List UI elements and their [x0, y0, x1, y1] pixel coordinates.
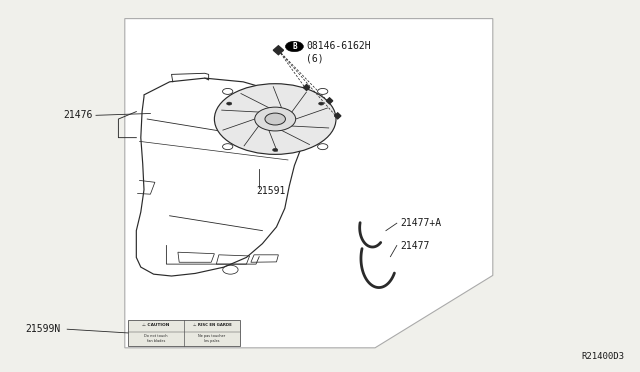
Circle shape: [223, 89, 233, 94]
Text: 21599N: 21599N: [26, 324, 61, 334]
Circle shape: [265, 113, 285, 125]
Text: ⚠ RISC EN GARDE: ⚠ RISC EN GARDE: [193, 323, 232, 327]
Circle shape: [319, 102, 324, 105]
Circle shape: [285, 41, 303, 52]
Polygon shape: [335, 113, 341, 119]
Circle shape: [273, 148, 278, 151]
Polygon shape: [273, 46, 284, 55]
Text: Ne pas toucher
les pales: Ne pas toucher les pales: [198, 334, 225, 343]
Text: B: B: [292, 42, 297, 51]
Polygon shape: [125, 19, 493, 348]
Text: R21400D3: R21400D3: [581, 352, 624, 361]
Text: 21477: 21477: [400, 241, 429, 250]
Text: 21476: 21476: [63, 110, 93, 120]
Text: (6): (6): [306, 54, 324, 63]
Bar: [128, 320, 240, 346]
Polygon shape: [326, 98, 333, 104]
Circle shape: [214, 84, 336, 154]
Text: 21591: 21591: [256, 186, 285, 196]
Polygon shape: [303, 84, 310, 90]
Text: Do not touch
fan blades: Do not touch fan blades: [144, 334, 168, 343]
Circle shape: [317, 89, 328, 94]
Circle shape: [255, 107, 296, 131]
Circle shape: [227, 102, 232, 105]
Text: 08146-6162H: 08146-6162H: [306, 41, 371, 51]
Text: 21477+A: 21477+A: [400, 218, 441, 228]
Circle shape: [317, 144, 328, 150]
Circle shape: [223, 144, 233, 150]
Text: ⚠ CAUTION: ⚠ CAUTION: [142, 323, 170, 327]
